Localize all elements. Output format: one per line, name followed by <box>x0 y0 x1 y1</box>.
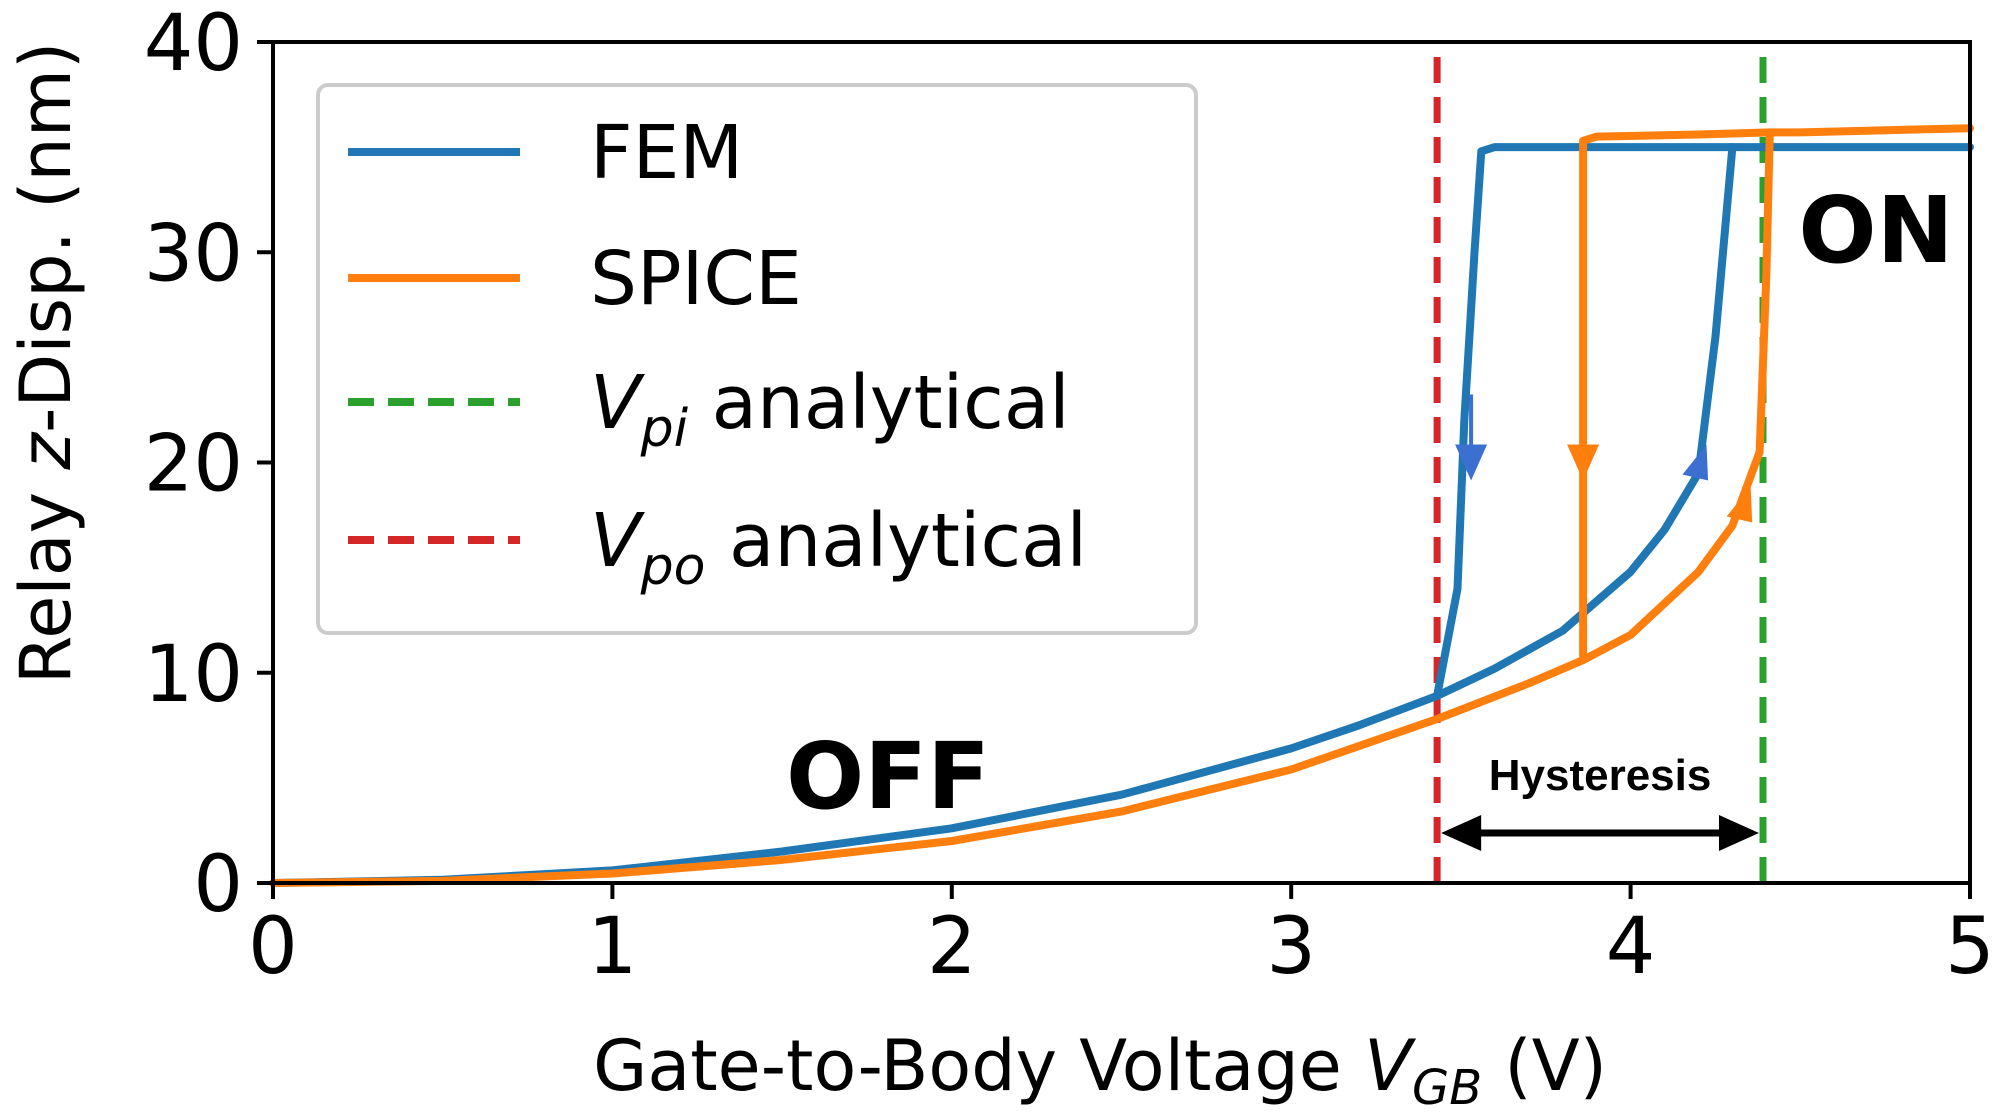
legend-label-2: Vpi analytical <box>590 360 1070 459</box>
x-tick-label: 2 <box>927 902 977 992</box>
series-line-fem-0 <box>269 143 1974 887</box>
series-line-spice-3 <box>1579 128 1774 665</box>
x-tick-label: 5 <box>1945 902 1995 992</box>
y-axis-label: Relay z-Disp. (nm) <box>5 42 87 685</box>
y-tick-label: 10 <box>144 630 243 720</box>
x-tick-label: 3 <box>1266 902 1316 992</box>
legend-frame <box>316 83 1198 635</box>
series-line-fem-1 <box>1433 143 1737 700</box>
legend: FEM SPICE Vpi analytical Vpo analytical <box>316 83 1198 635</box>
series-layer <box>269 42 1974 887</box>
y-tick-label: 0 <box>193 840 243 930</box>
y-tick-label: 30 <box>144 209 243 299</box>
direction-arrow-up-3 <box>1726 486 1753 523</box>
direction-arrow-down-0 <box>1455 444 1488 481</box>
on-region-label: ON <box>1798 177 1953 284</box>
axis-ticks: 0 1 2 3 4 5 0 10 20 30 40 <box>144 0 1995 992</box>
hysteresis-annotation: Hysteresis <box>1441 751 1759 851</box>
x-tick-label: 4 <box>1606 902 1656 992</box>
direction-arrow-up-2 <box>1682 444 1709 481</box>
legend-label-3: Vpo analytical <box>590 498 1087 597</box>
hysteresis-label: Hysteresis <box>1489 751 1712 800</box>
off-region-label: OFF <box>786 723 990 830</box>
direction-arrows <box>1455 394 1753 523</box>
direction-arrow-down-1 <box>1567 444 1600 481</box>
y-tick-label: 40 <box>144 0 243 89</box>
x-tick-label: 1 <box>588 902 638 992</box>
hysteresis-arrowhead-right <box>1718 815 1759 851</box>
x-axis-label: Gate-to-Body Voltage VGB (V) <box>593 1025 1607 1116</box>
hysteresis-arrowhead-left <box>1441 815 1482 851</box>
x-tick-label: 0 <box>248 902 298 992</box>
series-line-spice-2 <box>269 124 1974 887</box>
legend-label-1: SPICE <box>590 236 802 322</box>
legend-label-0: FEM <box>590 110 743 196</box>
y-tick-label: 20 <box>144 420 243 510</box>
